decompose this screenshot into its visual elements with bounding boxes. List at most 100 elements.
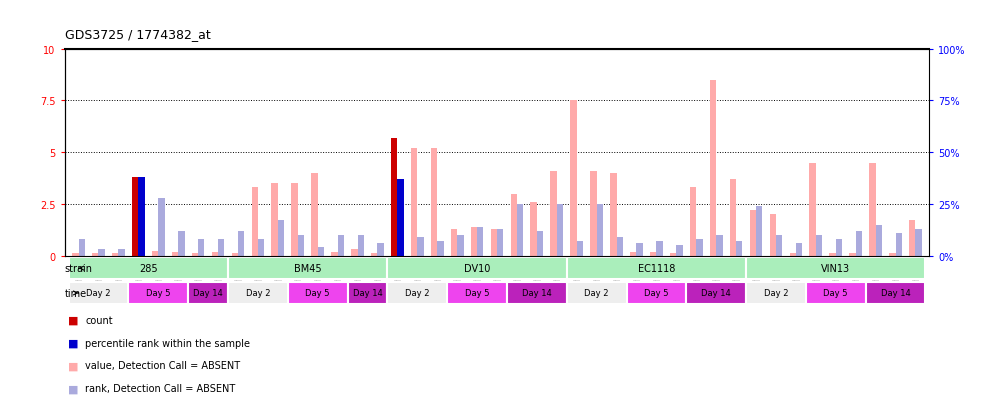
Text: count: count — [85, 315, 113, 325]
Bar — [188, 282, 228, 304]
Bar — [596, 204, 603, 256]
Text: Day 14: Day 14 — [702, 289, 731, 298]
Text: Day 14: Day 14 — [881, 289, 911, 298]
Bar — [398, 180, 404, 256]
Bar — [686, 282, 746, 304]
Bar — [789, 254, 796, 256]
Text: BM45: BM45 — [294, 263, 321, 273]
Bar — [132, 178, 138, 256]
Bar — [450, 229, 457, 256]
Bar — [590, 171, 596, 256]
Bar — [577, 242, 583, 256]
Bar — [531, 202, 537, 256]
Bar — [517, 204, 523, 256]
Bar — [338, 235, 344, 256]
Bar — [388, 282, 447, 304]
Text: Day 14: Day 14 — [353, 289, 383, 298]
Bar — [796, 244, 802, 256]
Bar — [232, 253, 238, 256]
Bar — [69, 282, 128, 304]
Bar — [172, 252, 178, 256]
Bar — [152, 251, 158, 256]
Text: strain: strain — [65, 263, 92, 273]
Bar — [511, 194, 517, 256]
Bar — [567, 282, 626, 304]
Text: Day 5: Day 5 — [823, 289, 848, 298]
Text: 285: 285 — [139, 263, 158, 273]
Bar — [251, 188, 257, 256]
Bar — [351, 250, 358, 256]
Bar — [198, 240, 205, 256]
Bar — [318, 248, 324, 256]
Bar — [497, 229, 503, 256]
Bar — [737, 242, 743, 256]
Bar — [676, 246, 683, 256]
Bar — [849, 254, 856, 256]
Bar — [288, 282, 348, 304]
Bar — [371, 253, 378, 256]
Text: Day 2: Day 2 — [246, 289, 270, 298]
Bar — [291, 184, 298, 256]
Bar — [457, 235, 463, 256]
Bar — [138, 178, 145, 256]
Bar — [277, 221, 284, 256]
Bar — [430, 149, 437, 256]
Bar — [73, 253, 79, 256]
Bar — [776, 235, 782, 256]
Bar — [537, 231, 544, 256]
Bar — [836, 240, 842, 256]
Bar — [896, 233, 902, 256]
Bar — [178, 231, 185, 256]
Bar — [447, 282, 507, 304]
Bar — [112, 254, 118, 256]
Bar — [650, 252, 656, 256]
Bar — [656, 242, 663, 256]
Bar — [690, 188, 696, 256]
Bar — [746, 282, 806, 304]
Bar — [636, 244, 643, 256]
Bar — [746, 257, 925, 280]
Bar — [471, 227, 477, 256]
Text: Day 14: Day 14 — [193, 289, 223, 298]
Bar — [311, 173, 318, 256]
Bar — [670, 254, 676, 256]
Bar — [331, 252, 338, 256]
Bar — [257, 240, 264, 256]
Bar — [571, 101, 577, 256]
Bar — [92, 254, 98, 256]
Text: Day 2: Day 2 — [86, 289, 110, 298]
Bar — [806, 282, 866, 304]
Bar — [809, 163, 816, 256]
Bar — [378, 244, 384, 256]
Bar — [626, 282, 686, 304]
Text: EC1118: EC1118 — [638, 263, 675, 273]
Bar — [610, 173, 616, 256]
Text: Day 2: Day 2 — [405, 289, 429, 298]
Bar — [228, 257, 388, 280]
Bar — [298, 235, 304, 256]
Text: Day 5: Day 5 — [644, 289, 669, 298]
Text: Day 5: Day 5 — [305, 289, 330, 298]
Bar — [477, 227, 483, 256]
Bar — [79, 240, 84, 256]
Text: time: time — [65, 288, 86, 298]
Bar — [567, 257, 746, 280]
Bar — [616, 237, 623, 256]
Bar — [417, 237, 423, 256]
Bar — [856, 231, 862, 256]
Bar — [98, 250, 104, 256]
Text: Day 14: Day 14 — [522, 289, 552, 298]
Bar — [769, 215, 776, 256]
Bar — [411, 149, 417, 256]
Text: rank, Detection Call = ABSENT: rank, Detection Call = ABSENT — [85, 383, 236, 393]
Bar — [915, 229, 921, 256]
Bar — [756, 206, 762, 256]
Bar — [271, 184, 277, 256]
Bar — [118, 250, 125, 256]
Text: VIN13: VIN13 — [821, 263, 850, 273]
Text: Day 5: Day 5 — [465, 289, 489, 298]
Bar — [437, 242, 443, 256]
Bar — [866, 282, 925, 304]
Bar — [749, 211, 756, 256]
Bar — [630, 252, 636, 256]
